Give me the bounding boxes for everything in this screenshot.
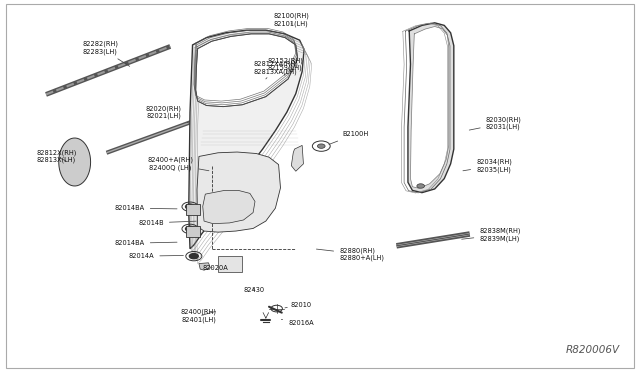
Circle shape	[189, 254, 198, 259]
Text: 82014A: 82014A	[129, 253, 184, 259]
Polygon shape	[199, 263, 211, 270]
Text: 82282(RH)
82283(LH): 82282(RH) 82283(LH)	[82, 41, 130, 66]
Circle shape	[317, 144, 325, 148]
Polygon shape	[196, 34, 298, 107]
Polygon shape	[203, 190, 255, 224]
Text: 82014BA: 82014BA	[115, 205, 177, 211]
Circle shape	[417, 184, 424, 188]
Text: 82014BA: 82014BA	[115, 240, 177, 246]
Text: R820006V: R820006V	[565, 345, 620, 355]
Polygon shape	[248, 72, 266, 86]
Circle shape	[186, 204, 195, 209]
Text: 82400(RH)
82401(LH): 82400(RH) 82401(LH)	[181, 309, 217, 323]
Text: 82010: 82010	[285, 302, 311, 308]
Text: 82100(RH)
82101(LH): 82100(RH) 82101(LH)	[273, 13, 309, 27]
Circle shape	[312, 141, 330, 151]
Polygon shape	[291, 145, 303, 171]
Text: 82016A: 82016A	[282, 320, 314, 326]
Text: 82020A: 82020A	[202, 265, 228, 271]
Text: 82880(RH)
82880+A(LH): 82880(RH) 82880+A(LH)	[316, 247, 384, 261]
Text: 82812X(RH)
82813X(LH): 82812X(RH) 82813X(LH)	[36, 150, 77, 163]
Polygon shape	[59, 138, 91, 186]
Text: 82014B: 82014B	[138, 220, 196, 226]
Text: 82034(RH)
82035(LH): 82034(RH) 82035(LH)	[463, 159, 512, 173]
Text: 82430: 82430	[244, 287, 265, 293]
Circle shape	[271, 305, 282, 312]
Text: 82838M(RH)
82839M(LH): 82838M(RH) 82839M(LH)	[461, 228, 521, 242]
Text: 82400+A(RH)
82400Q (LH): 82400+A(RH) 82400Q (LH)	[147, 157, 209, 171]
Polygon shape	[197, 152, 280, 232]
Polygon shape	[218, 256, 243, 272]
Bar	[186, 226, 200, 237]
Bar	[186, 204, 200, 215]
Circle shape	[186, 226, 195, 231]
Text: 82030(RH)
82031(LH): 82030(RH) 82031(LH)	[469, 116, 522, 130]
Text: 82020(RH)
82021(LH): 82020(RH) 82021(LH)	[146, 105, 189, 123]
Text: 82812XA(RH)
82813XA(LH): 82812XA(RH) 82813XA(LH)	[253, 61, 298, 79]
Polygon shape	[189, 30, 304, 249]
Text: B2100H: B2100H	[329, 131, 369, 144]
Text: 82152(RH)
82153(LH): 82152(RH) 82153(LH)	[267, 57, 303, 75]
Polygon shape	[408, 23, 454, 193]
